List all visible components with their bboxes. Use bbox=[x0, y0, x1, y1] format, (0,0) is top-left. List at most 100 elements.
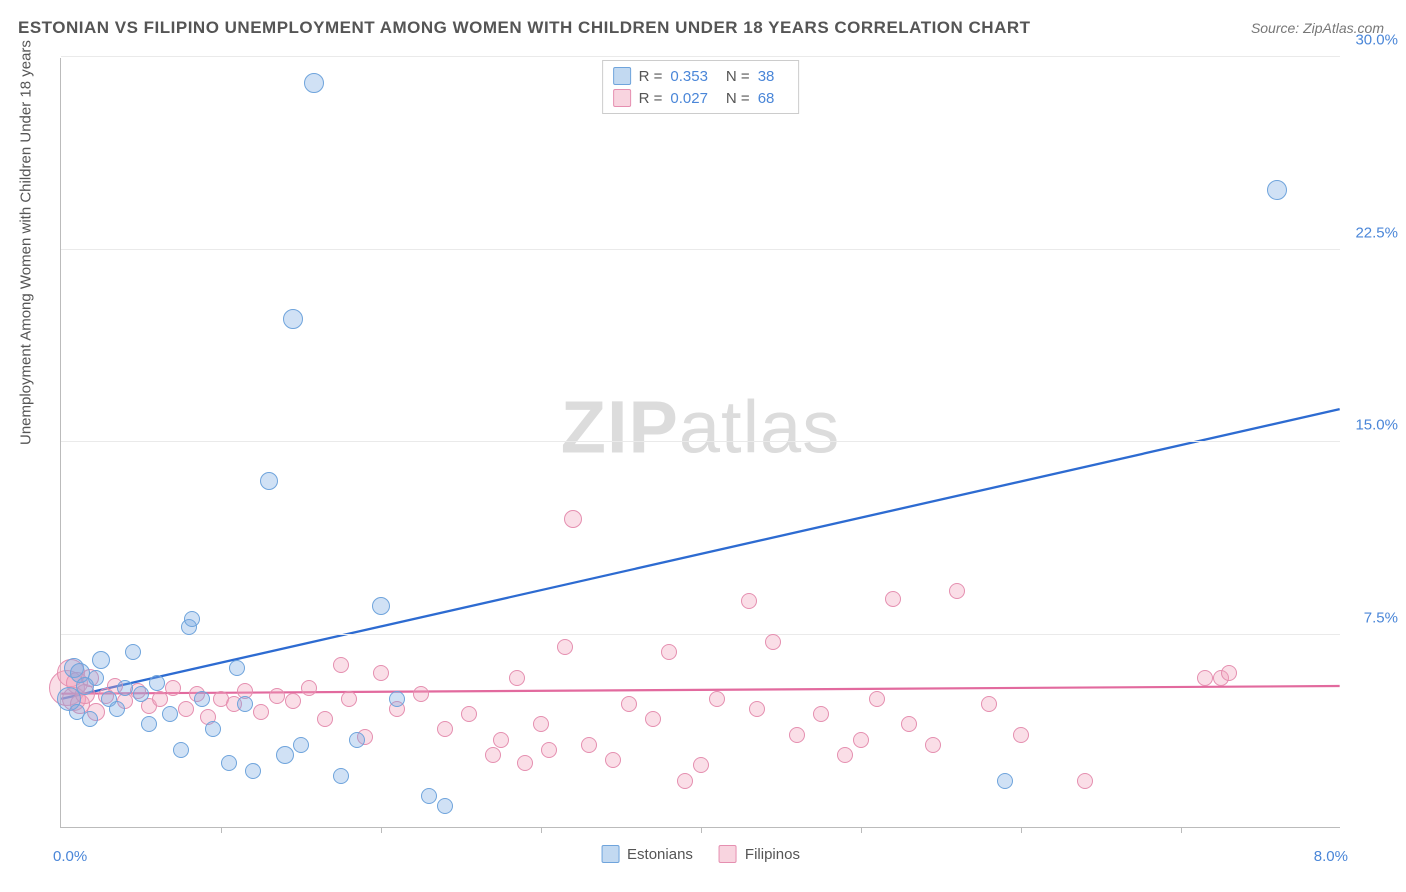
legend-label-filipinos: Filipinos bbox=[745, 846, 800, 863]
scatter-point bbox=[1013, 727, 1029, 743]
chart-title: ESTONIAN VS FILIPINO UNEMPLOYMENT AMONG … bbox=[18, 18, 1031, 38]
scatter-point bbox=[677, 773, 693, 789]
scatter-point bbox=[173, 742, 189, 758]
scatter-point bbox=[621, 696, 637, 712]
scatter-point bbox=[372, 597, 390, 615]
scatter-point bbox=[533, 716, 549, 732]
scatter-point bbox=[413, 686, 429, 702]
scatter-point bbox=[1221, 665, 1237, 681]
scatter-point bbox=[125, 644, 141, 660]
r-label: R = bbox=[639, 90, 663, 107]
y-axis-label: Unemployment Among Women with Children U… bbox=[18, 40, 35, 445]
gridline bbox=[61, 441, 1340, 442]
gridline bbox=[61, 634, 1340, 635]
watermark: ZIPatlas bbox=[561, 385, 840, 470]
swatch-estonians-icon bbox=[613, 67, 631, 85]
scatter-point bbox=[605, 752, 621, 768]
x-tick bbox=[701, 827, 702, 833]
scatter-point bbox=[304, 73, 324, 93]
n-label: N = bbox=[726, 90, 750, 107]
scatter-point bbox=[178, 701, 194, 717]
scatter-point bbox=[253, 704, 269, 720]
scatter-point bbox=[184, 611, 200, 627]
scatter-point bbox=[885, 591, 901, 607]
scatter-point bbox=[109, 701, 125, 717]
scatter-point bbox=[765, 634, 781, 650]
scatter-point bbox=[237, 696, 253, 712]
scatter-point bbox=[221, 755, 237, 771]
scatter-point bbox=[92, 651, 110, 669]
scatter-point bbox=[869, 691, 885, 707]
legend-stats-row-estonians: R = 0.353 N = 38 bbox=[613, 65, 785, 87]
y-tick-label: 30.0% bbox=[1355, 32, 1398, 49]
scatter-point bbox=[1197, 670, 1213, 686]
scatter-point bbox=[141, 716, 157, 732]
scatter-point bbox=[789, 727, 805, 743]
scatter-point bbox=[205, 721, 221, 737]
scatter-point bbox=[517, 755, 533, 771]
scatter-point bbox=[293, 737, 309, 753]
scatter-point bbox=[709, 691, 725, 707]
scatter-point bbox=[301, 680, 317, 696]
scatter-point bbox=[229, 660, 245, 676]
scatter-point bbox=[162, 706, 178, 722]
scatter-point bbox=[341, 691, 357, 707]
legend-label-estonians: Estonians bbox=[627, 846, 693, 863]
scatter-point bbox=[421, 788, 437, 804]
x-tick bbox=[861, 827, 862, 833]
scatter-point bbox=[260, 472, 278, 490]
scatter-point bbox=[461, 706, 477, 722]
scatter-point bbox=[661, 644, 677, 660]
scatter-point bbox=[485, 747, 501, 763]
x-tick bbox=[1181, 827, 1182, 833]
watermark-rest: atlas bbox=[679, 386, 840, 469]
scatter-point bbox=[1267, 180, 1287, 200]
scatter-point bbox=[283, 309, 303, 329]
scatter-point bbox=[813, 706, 829, 722]
legend-stats-row-filipinos: R = 0.027 N = 68 bbox=[613, 87, 785, 109]
swatch-filipinos-icon bbox=[719, 845, 737, 863]
r-value-estonians: 0.353 bbox=[670, 68, 708, 85]
scatter-point bbox=[557, 639, 573, 655]
scatter-point bbox=[509, 670, 525, 686]
legend-item-filipinos: Filipinos bbox=[719, 845, 800, 863]
scatter-point bbox=[541, 742, 557, 758]
legend-stats: R = 0.353 N = 38 R = 0.027 N = 68 bbox=[602, 60, 800, 114]
watermark-bold: ZIP bbox=[561, 386, 679, 469]
scatter-point bbox=[693, 757, 709, 773]
scatter-point bbox=[997, 773, 1013, 789]
r-label: R = bbox=[639, 68, 663, 85]
scatter-point bbox=[437, 721, 453, 737]
legend-series: Estonians Filipinos bbox=[601, 845, 800, 863]
scatter-point bbox=[285, 693, 301, 709]
gridline bbox=[61, 249, 1340, 250]
scatter-point bbox=[349, 732, 365, 748]
scatter-point bbox=[333, 768, 349, 784]
gridline bbox=[61, 56, 1340, 57]
x-max-label: 8.0% bbox=[1314, 848, 1348, 865]
swatch-filipinos-icon bbox=[613, 89, 631, 107]
scatter-point bbox=[373, 665, 389, 681]
plot-area: ZIPatlas R = 0.353 N = 38 R = 0.027 N = … bbox=[60, 58, 1340, 828]
y-tick-label: 22.5% bbox=[1355, 224, 1398, 241]
scatter-point bbox=[88, 670, 104, 686]
legend-item-estonians: Estonians bbox=[601, 845, 693, 863]
scatter-point bbox=[133, 686, 149, 702]
scatter-point bbox=[949, 583, 965, 599]
x-tick bbox=[221, 827, 222, 833]
scatter-point bbox=[276, 746, 294, 764]
scatter-point bbox=[564, 510, 582, 528]
scatter-point bbox=[925, 737, 941, 753]
scatter-point bbox=[82, 711, 98, 727]
y-tick-label: 7.5% bbox=[1364, 609, 1398, 626]
scatter-point bbox=[493, 732, 509, 748]
scatter-point bbox=[581, 737, 597, 753]
r-value-filipinos: 0.027 bbox=[670, 90, 708, 107]
x-tick bbox=[541, 827, 542, 833]
x-tick bbox=[381, 827, 382, 833]
scatter-point bbox=[117, 680, 133, 696]
scatter-point bbox=[149, 675, 165, 691]
scatter-point bbox=[333, 657, 349, 673]
n-label: N = bbox=[726, 68, 750, 85]
scatter-point bbox=[1077, 773, 1093, 789]
